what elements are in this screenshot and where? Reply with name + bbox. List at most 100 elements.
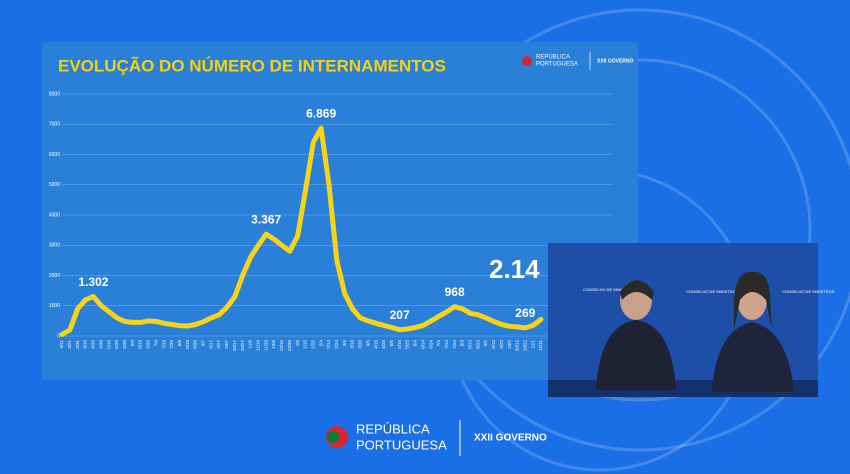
- backdrop-text: CONSELHO DE MINISTROS: [782, 289, 835, 294]
- x-tick-label: 12/6: [271, 340, 276, 349]
- backdrop-text: CONSELHO DE MINISTROS: [686, 289, 739, 294]
- x-tick-label: 5/25: [405, 340, 410, 349]
- x-tick-label: 8/23: [475, 340, 480, 349]
- data-label: 3.367: [251, 212, 281, 226]
- x-tick-label: 5/30: [122, 340, 127, 349]
- y-tick-label: 3000: [49, 243, 60, 249]
- data-label: 968: [445, 285, 465, 299]
- data-label: 207: [390, 308, 410, 322]
- annotation: 2.14: [489, 254, 540, 284]
- data-label: 6.869: [306, 106, 336, 120]
- x-tick-label: 3/16: [350, 340, 355, 349]
- logo-text: XXII GOVERNO: [474, 433, 547, 444]
- x-tick-label: 5/5: [389, 340, 394, 347]
- video-overlay: CONSELHO DE MINISTROS CONSELHO DE MINIST…: [548, 243, 835, 397]
- logo-text: XXII GOVERNO: [597, 58, 634, 64]
- x-tick-label: 9/17: [208, 340, 213, 349]
- x-tick-label: 4/5: [365, 340, 370, 347]
- y-tick-label: 5000: [49, 182, 60, 188]
- x-tick-label: 11/1: [530, 340, 535, 349]
- x-tick-label: 1/15: [303, 340, 308, 349]
- x-tick-label: 7/29: [169, 340, 174, 349]
- x-tick-label: 11/26: [263, 340, 268, 351]
- x-tick-label: 8/8: [177, 340, 182, 347]
- x-tick-label: 10/27: [240, 340, 245, 352]
- x-tick-label: 9/27: [216, 340, 221, 349]
- person-hair: [620, 280, 654, 300]
- person-body: [712, 322, 794, 392]
- logo-emblem: [327, 431, 339, 443]
- x-tick-label: 4/20: [91, 340, 96, 349]
- x-tick-label: 8/3: [460, 340, 465, 347]
- x-tick-label: 3/6: [342, 340, 347, 347]
- x-tick-label: 12/16: [279, 340, 284, 352]
- x-tick-label: 5/10: [106, 340, 111, 349]
- x-tick-label: 9/7: [201, 340, 206, 347]
- x-tick-label: 10/2: [507, 340, 512, 349]
- logo-text: PORTUGUESA: [356, 437, 447, 452]
- chart-title: EVOLUÇÃO DO NÚMERO DE INTERNAMENTOS: [58, 55, 446, 75]
- x-tick-label: 5/20: [114, 340, 119, 349]
- x-tick-label: 7/14: [444, 340, 449, 349]
- y-tick-label: 2000: [49, 273, 60, 279]
- person-hair: [734, 271, 772, 330]
- x-tick-label: 4/10: [83, 340, 88, 349]
- y-tick-label: 8000: [49, 91, 60, 97]
- y-tick-label: 4000: [49, 212, 60, 218]
- x-tick-label: 11/11: [538, 340, 543, 351]
- x-tick-label: 4/30: [98, 340, 103, 349]
- backdrop-text: CONSELHO DE MINISTROS: [583, 287, 636, 292]
- y-tick-label: 0: [57, 333, 60, 339]
- x-tick-label: 3/31: [75, 340, 80, 349]
- x-tick-label: 8/28: [193, 340, 198, 349]
- logo-text: PORTUGUESA: [536, 62, 578, 68]
- x-tick-label: 9/12: [491, 340, 496, 349]
- x-tick-label: 9/2: [483, 340, 488, 347]
- x-tick-label: 6/4: [413, 340, 418, 347]
- y-tick-label: 6000: [49, 152, 60, 158]
- y-tick-label: 7000: [49, 122, 60, 128]
- x-tick-label: 10/22: [522, 340, 527, 352]
- logo-text: REPÚBLICA: [356, 421, 430, 436]
- x-tick-label: 7/24: [452, 340, 457, 349]
- person-body: [596, 320, 676, 390]
- x-tick-label: 6/14: [420, 340, 425, 349]
- x-tick-label: 6/24: [428, 340, 433, 349]
- x-tick-label: 7/9: [153, 340, 158, 347]
- x-tick-label: 3/26: [358, 340, 363, 349]
- x-tick-label: 4/15: [373, 340, 378, 349]
- x-tick-label: 2/14: [326, 340, 331, 349]
- data-line: [59, 125, 544, 337]
- x-tick-label: 6/9: [130, 340, 135, 347]
- logo-emblem: [522, 56, 532, 66]
- data-label: 269: [515, 306, 535, 320]
- footer-logo: REPÚBLICA PORTUGUESA XXII GOVERNO: [326, 420, 547, 456]
- x-tick-label: 12/26: [287, 340, 292, 352]
- x-tick-label: 8/18: [185, 340, 190, 349]
- x-tick-label: 7/19: [161, 340, 166, 349]
- x-tick-label: 10/12: [515, 340, 520, 352]
- x-tick-label: 2/24: [334, 340, 339, 349]
- x-tick-label: 9/22: [499, 340, 504, 349]
- x-tick-label: 6/29: [146, 340, 151, 349]
- x-tick-label: 8/13: [468, 340, 473, 349]
- x-tick-label: 2/4: [318, 340, 323, 347]
- x-tick-label: 10/17: [232, 340, 237, 352]
- x-tick-label: 1/25: [310, 340, 315, 349]
- panel-logo: REPÚBLICA PORTUGUESA XXII GOVERNO: [522, 52, 634, 70]
- x-tick-label: 4/25: [381, 340, 386, 349]
- y-tick-label: 1000: [49, 303, 60, 309]
- x-tick-label: 11/6: [248, 340, 253, 349]
- x-tick-label: 10/7: [224, 340, 229, 349]
- data-label: 1.302: [78, 275, 108, 289]
- x-tick-label: 7/4: [436, 340, 441, 347]
- x-tick-label: 6/19: [138, 340, 143, 349]
- logo-text: REPÚBLICA: [536, 54, 570, 61]
- x-tick-label: 5/15: [397, 340, 402, 349]
- x-tick-label: 3/11: [59, 340, 64, 349]
- x-tick-label: 3/21: [67, 340, 72, 349]
- x-tick-label: 11/16: [255, 340, 260, 351]
